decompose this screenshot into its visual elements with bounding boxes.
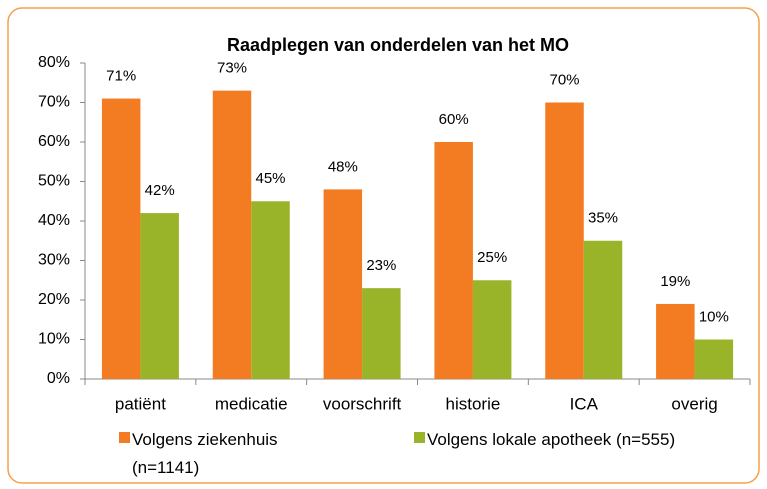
data-label: 70%: [549, 71, 579, 88]
legend-label: Volgens lokale apotheek (n=555): [427, 430, 676, 449]
x-tick-label: medicatie: [215, 394, 288, 413]
x-tick-label: ICA: [570, 394, 599, 413]
legend-swatch: [119, 432, 130, 443]
chart-title: Raadplegen van onderdelen van het MO: [227, 35, 569, 55]
y-tick-label: 80%: [38, 54, 70, 71]
y-tick-label: 60%: [38, 133, 70, 150]
bar: [694, 339, 734, 379]
data-label: 73%: [217, 60, 247, 77]
bar: [434, 142, 473, 379]
data-label: 25%: [477, 249, 507, 266]
data-label: 45%: [255, 170, 285, 187]
bar: [140, 213, 179, 379]
bar: [323, 189, 363, 379]
x-tick-label: overig: [671, 394, 717, 413]
x-tick-label: historie: [446, 394, 501, 413]
legend-label: Volgens ziekenhuis (n=1141): [132, 430, 278, 477]
bar: [656, 303, 695, 379]
bar: [545, 102, 584, 379]
data-label: 19%: [660, 273, 690, 290]
data-label: 10%: [699, 308, 729, 325]
data-label: 60%: [439, 111, 469, 128]
data-label: 35%: [588, 210, 618, 227]
bar: [362, 288, 401, 379]
data-label: 42%: [145, 182, 175, 199]
y-tick-label: 30%: [38, 252, 70, 269]
bar: [251, 201, 290, 379]
bar: [472, 280, 512, 379]
data-label: 48%: [328, 158, 358, 175]
y-tick-label: 10%: [38, 331, 70, 348]
data-label: 23%: [366, 257, 396, 274]
x-tick-label: voorschrift: [323, 394, 402, 413]
y-tick-label: 70%: [38, 94, 70, 111]
bar: [583, 240, 623, 379]
bar: [212, 90, 252, 380]
legend-swatch: [414, 432, 425, 443]
bar: [101, 98, 141, 380]
y-tick-label: 0%: [47, 370, 70, 387]
y-tick-label: 20%: [38, 291, 70, 308]
y-tick-label: 40%: [38, 212, 70, 229]
x-tick-label: patiënt: [115, 394, 166, 413]
data-label: 71%: [106, 68, 136, 85]
y-tick-label: 50%: [38, 173, 70, 190]
